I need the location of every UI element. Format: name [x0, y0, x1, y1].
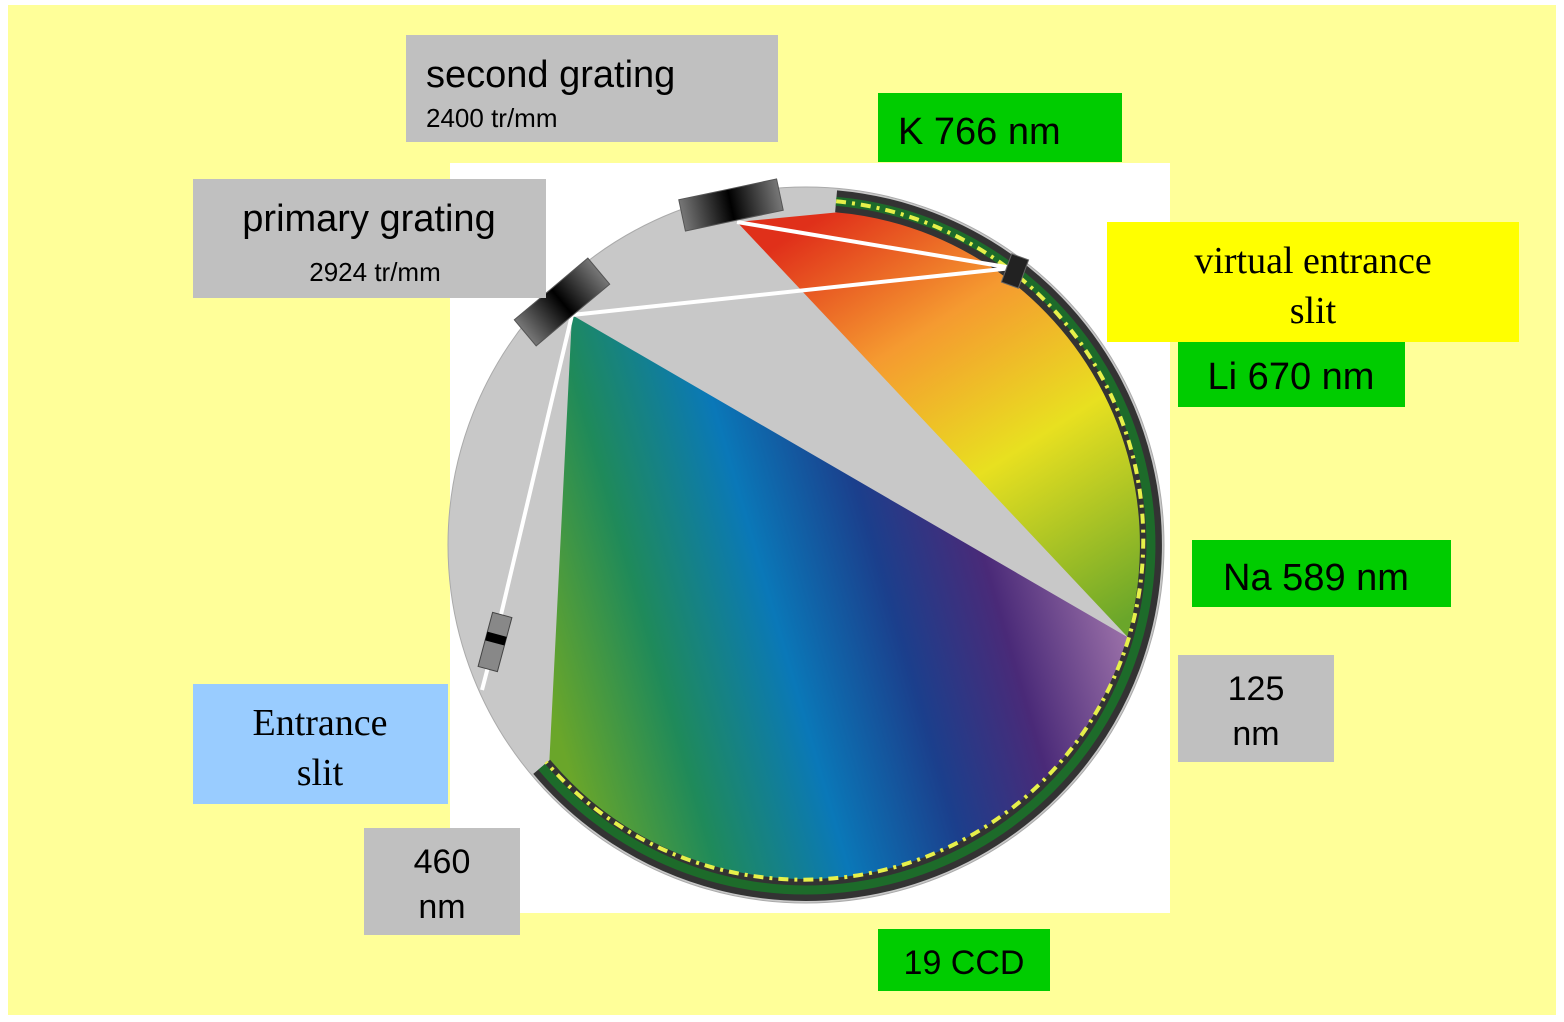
label: Entrance: [252, 702, 387, 744]
label-box: [364, 828, 520, 935]
label-box: [1192, 540, 1451, 607]
label: 2400 tr/mm: [426, 103, 558, 133]
label: nm: [418, 888, 465, 926]
label: Li 670 nm: [1208, 356, 1375, 398]
label-box: [878, 93, 1122, 162]
label: Na 589 nm: [1223, 557, 1409, 599]
second-grating: [678, 178, 784, 232]
primary-grating: [513, 257, 611, 347]
label: virtual entrance: [1194, 240, 1431, 282]
label: 125: [1228, 670, 1285, 708]
label-box: [1178, 655, 1334, 762]
label-box: [1178, 342, 1405, 407]
ccd-board: [538, 196, 1156, 895]
label: slit: [297, 752, 344, 794]
label: K 766 nm: [898, 111, 1061, 153]
entrance-slit-mount: [477, 611, 513, 673]
label-box: [193, 179, 546, 298]
label-box: [193, 684, 448, 804]
label: 19 CCD: [904, 944, 1025, 982]
label-box: [878, 929, 1050, 991]
label-box: [406, 35, 778, 142]
label: second grating: [426, 54, 675, 96]
label: 460: [414, 843, 471, 881]
label: primary grating: [242, 198, 495, 240]
label: nm: [1232, 715, 1279, 753]
label: 2924 tr/mm: [309, 257, 441, 287]
virtual-slit: [1000, 253, 1030, 289]
spectrum-main: [549, 315, 1128, 881]
label: slit: [1290, 290, 1337, 332]
label-box: [1107, 222, 1519, 342]
spectrum-second: [737, 212, 1141, 638]
